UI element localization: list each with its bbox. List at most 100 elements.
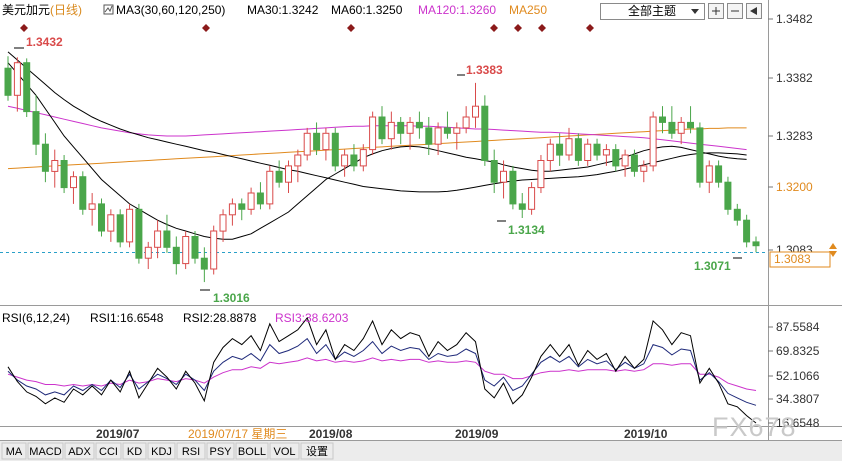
candle[interactable] (41, 133, 49, 183)
candle[interactable] (565, 127, 573, 161)
scroll-left-button[interactable] (746, 3, 762, 19)
candle[interactable] (397, 117, 405, 145)
candle[interactable] (247, 187, 255, 215)
candle[interactable] (677, 117, 685, 145)
toolbar-button-设置[interactable]: 设置 (300, 442, 334, 460)
candle[interactable] (135, 203, 143, 264)
candle[interactable] (612, 144, 620, 172)
candle[interactable] (163, 214, 171, 253)
toolbar-button-adx[interactable]: ADX (64, 442, 95, 460)
candle[interactable] (462, 106, 470, 134)
candle[interactable] (144, 241, 152, 270)
candle[interactable] (500, 160, 507, 199)
candle[interactable] (256, 182, 264, 210)
candle[interactable] (733, 203, 741, 226)
candle[interactable] (472, 82, 479, 128)
toolbar-button-kdj[interactable]: KDJ (147, 442, 176, 460)
candle[interactable] (630, 149, 638, 177)
candle[interactable] (266, 165, 274, 210)
candle[interactable] (238, 198, 246, 221)
candle[interactable] (294, 149, 302, 183)
candle[interactable] (649, 111, 657, 172)
candle[interactable] (705, 160, 713, 194)
toolbar-button-cci[interactable]: CCI (95, 442, 122, 460)
candle[interactable] (528, 182, 536, 215)
candle[interactable] (331, 127, 339, 172)
candle[interactable] (406, 117, 414, 150)
candle[interactable] (4, 56, 12, 101)
candle[interactable] (752, 236, 760, 253)
candle[interactable] (154, 220, 162, 259)
candle[interactable] (537, 155, 545, 194)
event-markers[interactable] (20, 24, 594, 32)
zoom-out-button[interactable] (727, 3, 743, 19)
candle[interactable] (659, 106, 666, 134)
down-arrow-icon[interactable] (829, 251, 837, 257)
candle[interactable] (640, 160, 648, 183)
candle[interactable] (313, 122, 321, 156)
candle[interactable] (715, 160, 723, 188)
candle[interactable] (369, 111, 377, 156)
candle[interactable] (490, 149, 498, 194)
candle[interactable] (219, 209, 227, 242)
candle[interactable] (387, 111, 395, 150)
candle[interactable] (481, 95, 489, 166)
candle[interactable] (696, 122, 704, 188)
candle[interactable] (210, 225, 218, 275)
candle[interactable] (13, 57, 21, 112)
candle[interactable] (275, 160, 283, 188)
candlesticks[interactable] (4, 56, 760, 283)
candle[interactable] (593, 138, 601, 161)
candle[interactable] (107, 209, 115, 242)
candle[interactable] (518, 193, 526, 219)
candle[interactable] (584, 138, 592, 166)
theme-select[interactable]: 全部主题 (600, 3, 705, 20)
candle[interactable] (602, 144, 610, 166)
candle[interactable] (116, 209, 124, 248)
toolbar-button-kd[interactable]: KD (122, 442, 147, 460)
toolbar-button-rsi[interactable]: RSI (176, 442, 206, 460)
candle[interactable] (70, 171, 77, 204)
toolbar-button-psy[interactable]: PSY (206, 442, 235, 460)
candle[interactable] (724, 176, 732, 215)
candle[interactable] (32, 95, 40, 156)
candle[interactable] (98, 198, 105, 237)
up-arrow-icon[interactable] (829, 243, 837, 249)
candle[interactable] (88, 193, 96, 226)
candle[interactable] (79, 171, 87, 215)
candle[interactable] (425, 117, 433, 156)
candle[interactable] (359, 144, 367, 172)
candle[interactable] (285, 160, 292, 194)
candle[interactable] (434, 122, 442, 156)
candle[interactable] (546, 138, 554, 172)
candle[interactable] (621, 149, 629, 177)
toolbar-button-vol[interactable]: VOL (269, 442, 300, 460)
candle[interactable] (743, 214, 751, 248)
candle[interactable] (322, 127, 330, 161)
candle[interactable] (378, 106, 386, 145)
candle[interactable] (60, 155, 68, 194)
candle[interactable] (350, 144, 358, 172)
candle[interactable] (687, 106, 694, 134)
candle[interactable] (303, 127, 311, 161)
candle[interactable] (453, 122, 461, 150)
toolbar-button-macd[interactable]: MACD (27, 442, 64, 460)
candle[interactable] (51, 149, 59, 188)
candle[interactable] (182, 231, 190, 270)
candle[interactable] (415, 111, 423, 139)
candle[interactable] (200, 247, 208, 283)
candle[interactable] (23, 58, 31, 118)
candle[interactable] (341, 149, 349, 177)
candle[interactable] (443, 111, 451, 139)
zoom-in-button[interactable] (708, 3, 724, 19)
toolbar-button-boll[interactable]: BOLL (235, 442, 269, 460)
candle[interactable] (556, 133, 564, 166)
candle[interactable] (509, 165, 517, 210)
toolbar-button-ma[interactable]: MA (1, 442, 27, 460)
candle[interactable] (191, 231, 199, 264)
candle[interactable] (172, 236, 180, 275)
candle[interactable] (668, 106, 676, 139)
candle[interactable] (228, 198, 236, 226)
candle[interactable] (126, 203, 134, 248)
